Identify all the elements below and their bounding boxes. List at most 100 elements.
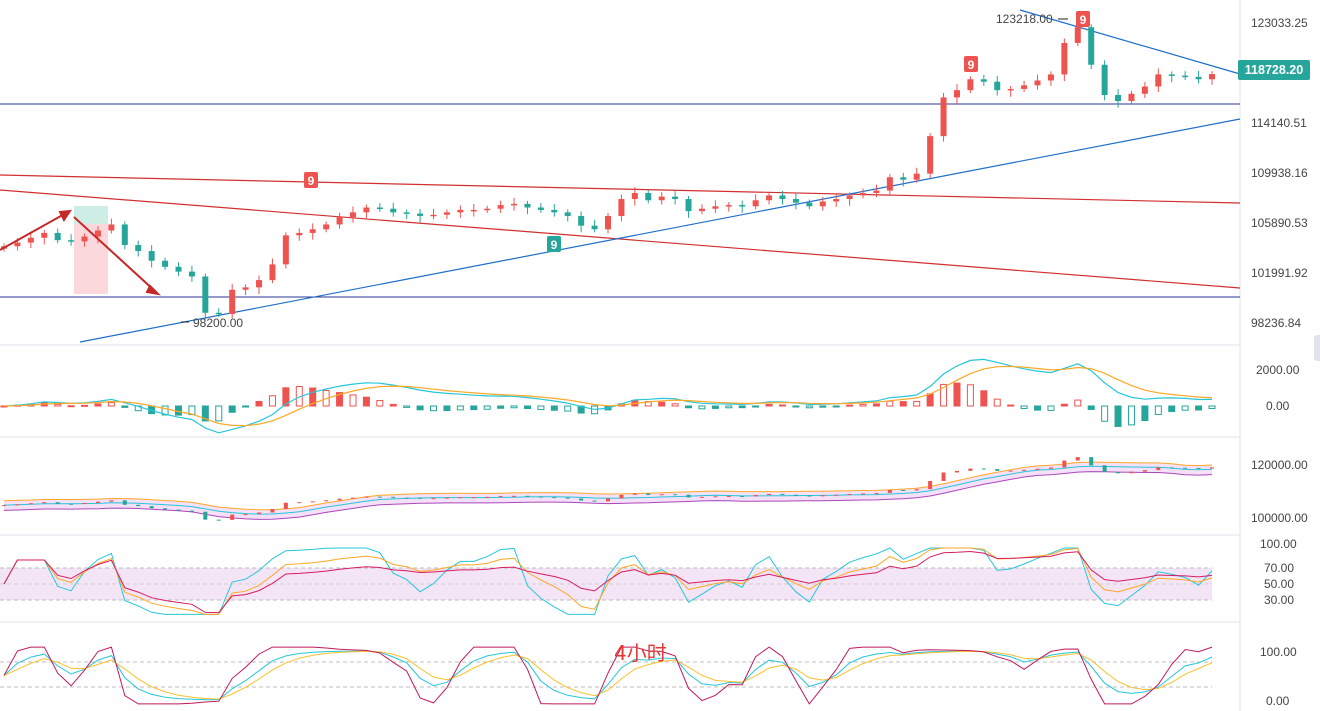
candle-body [242, 287, 249, 290]
boll-candle [136, 504, 141, 507]
macd-bar [711, 405, 719, 409]
macd-bar [121, 405, 129, 408]
panel-scroll-handle[interactable] [1314, 335, 1320, 361]
candle-body [188, 271, 195, 277]
macd-bar [1101, 405, 1109, 422]
boll-candle [257, 512, 262, 515]
macd-bar [362, 396, 370, 407]
macd-bar [443, 405, 451, 412]
price-tick: 109938.16 [1251, 166, 1308, 180]
candle-body [551, 209, 558, 213]
macd-bar [832, 405, 840, 408]
candle-body [497, 205, 504, 209]
candle-body [41, 232, 48, 238]
macd-bar [1168, 405, 1176, 412]
macd-bar [1154, 405, 1162, 415]
boll-candle [377, 496, 382, 498]
candle-body [323, 224, 330, 230]
macd-bar [819, 405, 827, 408]
rsi-slow-line [3, 550, 1213, 614]
highlight-box-green [74, 206, 108, 224]
price-axis[interactable]: 123033.25 114140.51 109938.16 105890.53 … [1251, 16, 1308, 330]
candle-body [215, 312, 222, 315]
macd-bar [376, 400, 384, 407]
macd-bar [752, 405, 760, 408]
macd-bar [940, 383, 948, 407]
trendline-red-upper [0, 174, 1241, 204]
boll-candle [216, 519, 221, 521]
candle-body [1209, 74, 1215, 80]
boll-candle [740, 496, 745, 498]
candle-body [470, 209, 477, 212]
candle-body [591, 225, 598, 230]
candle-body [913, 173, 920, 180]
boll-band-fill [4, 462, 1212, 520]
highlight-box-red [74, 224, 108, 294]
candle-body [685, 199, 692, 212]
macd-bar [913, 400, 921, 407]
boll-candle [324, 500, 329, 502]
boll-candle [498, 496, 503, 498]
macd-bar [966, 384, 974, 407]
trendline-blue-support [79, 118, 1241, 343]
boll-candle [753, 495, 758, 497]
boll-candle [941, 472, 946, 481]
macd-panel [0, 358, 1216, 434]
macd-bar [268, 395, 276, 407]
boll-tick: 100000.00 [1251, 511, 1308, 525]
macd-bar [778, 404, 786, 407]
boll-candle [619, 494, 624, 499]
candle-body [430, 214, 437, 217]
candle-body [1115, 94, 1122, 102]
candle-body [1047, 74, 1054, 81]
boll-candle [847, 493, 852, 495]
boll-candle [458, 497, 463, 499]
boll-candle [122, 500, 127, 505]
bollinger-panel [2, 457, 1214, 521]
trendline-blue-resistance [1019, 9, 1241, 75]
candle-body [484, 208, 491, 211]
macd-bar [201, 405, 209, 422]
macd-bar [591, 405, 599, 415]
boll-candle [418, 497, 423, 499]
timeframe-label: 4小时 [614, 641, 667, 665]
candle-body [1195, 76, 1202, 80]
macd-bar [336, 392, 344, 407]
boll-candle [673, 494, 678, 496]
macd-bar [1007, 404, 1015, 407]
kdj-k-line [3, 650, 1213, 701]
kdj-tick: 100.00 [1260, 645, 1297, 659]
candle-body [846, 195, 853, 200]
boll-candle [699, 496, 704, 498]
boll-candle [565, 497, 570, 499]
candle-body [108, 224, 115, 231]
boll-candle [1008, 470, 1013, 472]
macd-tick: 2000.00 [1256, 363, 1300, 377]
candle-body [336, 217, 343, 225]
boll-candle [28, 503, 33, 505]
boll-candle [471, 497, 476, 499]
macd-bar [1047, 405, 1055, 411]
svg-text:9: 9 [551, 238, 558, 252]
candle-body [135, 245, 142, 252]
kdj-tick: 0.00 [1266, 694, 1290, 708]
candle-body [1061, 42, 1068, 75]
rsi-tick: 30.00 [1264, 593, 1294, 607]
macd-bar [430, 405, 438, 412]
td-marker-4: 9 [547, 236, 561, 252]
macd-bar [215, 405, 223, 422]
boll-candle [1142, 470, 1147, 472]
candle-body [54, 232, 61, 241]
macd-bar [1074, 399, 1082, 407]
boll-candle [914, 489, 919, 491]
boll-candle [485, 496, 490, 498]
candle-body [256, 280, 263, 288]
boll-candle [283, 502, 288, 510]
boll-candle [1102, 465, 1107, 472]
boll-candle [69, 503, 74, 505]
candle-body [269, 264, 276, 281]
trend-lines[interactable] [0, 9, 1241, 343]
boll-candle [55, 502, 60, 504]
boll-candle [954, 470, 959, 473]
